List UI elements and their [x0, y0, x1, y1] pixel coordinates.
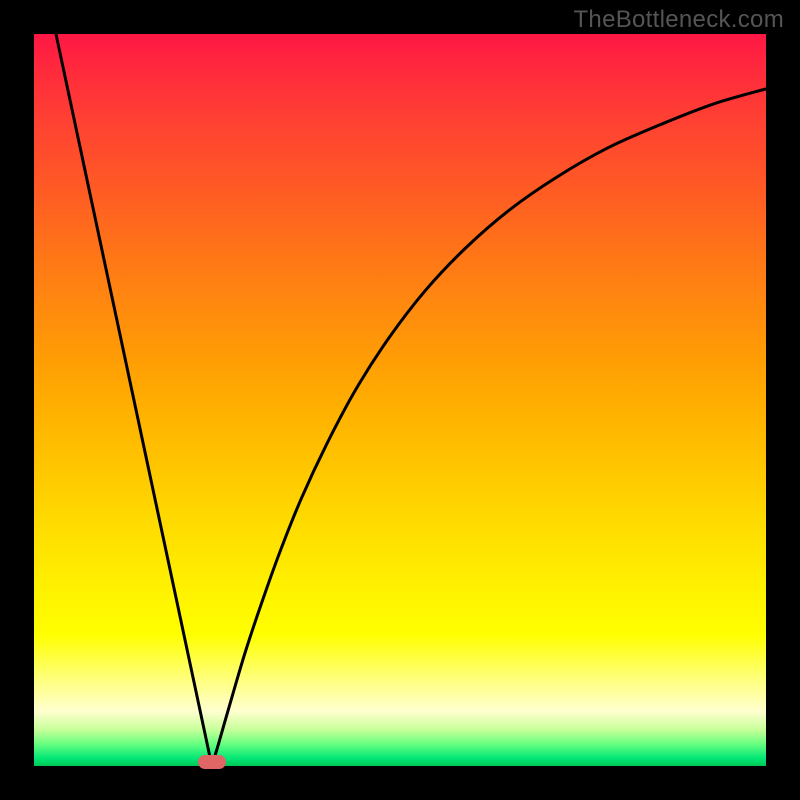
bottleneck-curve-svg — [34, 34, 766, 766]
curve-right-segment — [212, 89, 766, 766]
chart-outer-frame: TheBottleneck.com — [0, 0, 800, 800]
plot-area — [34, 34, 766, 766]
watermark-text: TheBottleneck.com — [573, 6, 784, 34]
curve-left-segment — [56, 34, 212, 766]
minimum-marker — [198, 755, 226, 769]
